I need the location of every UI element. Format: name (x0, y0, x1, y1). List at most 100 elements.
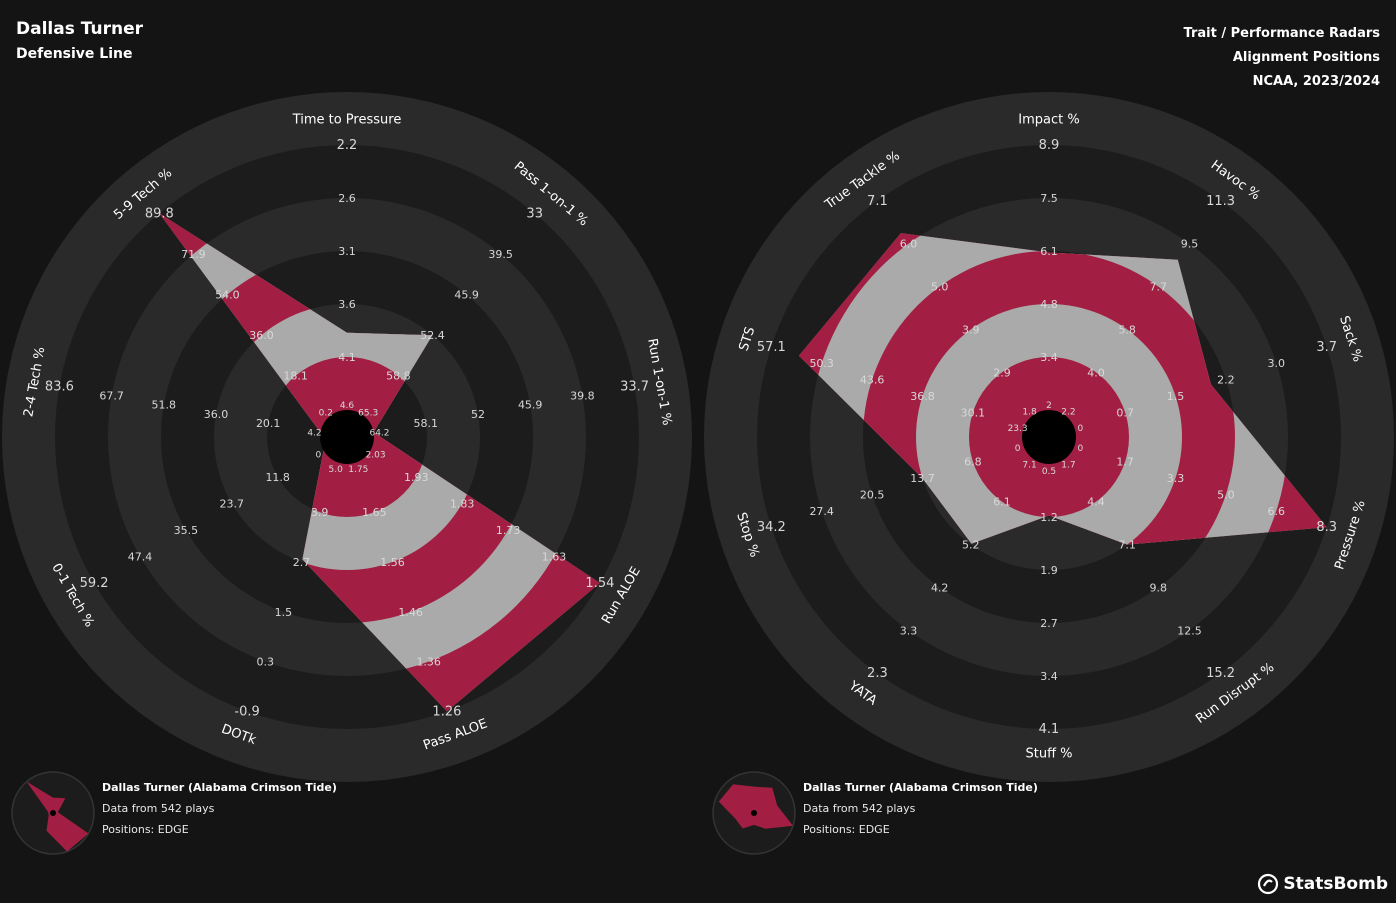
statsbomb-logo: StatsBomb (1257, 873, 1388, 895)
radar-tick-label: 3.1 (338, 245, 356, 258)
radar-tick-label: 2.2 (337, 138, 358, 153)
radar-tick-label: 1.7 (1061, 461, 1075, 471)
radar-tick-label: 3.3 (900, 624, 918, 637)
radar-tick-label: 5.2 (962, 539, 980, 552)
mini-center (50, 810, 56, 816)
report-subtitle: Alignment Positions (1232, 50, 1380, 65)
position-group: Defensive Line (16, 46, 133, 62)
radar-tick-label: 0.5 (1042, 467, 1056, 477)
radar-tick-label: 50.3 (809, 357, 834, 370)
radar-tick-label: 36.0 (249, 329, 274, 342)
statsbomb-icon (1258, 873, 1279, 895)
radar-tick-label: 1.93 (404, 471, 429, 484)
radar-tick-label: 7.5 (1040, 192, 1058, 205)
radar-tick-label: 3.9 (311, 506, 329, 519)
radar-tick-label: 6.1 (993, 496, 1011, 509)
radar-tick-label: 2.3 (867, 666, 888, 681)
report-title: Trait / Performance Radars (1183, 26, 1380, 41)
mini-value-shape (26, 781, 89, 852)
radar-tick-label: 4.8 (1040, 298, 1058, 311)
radar-tick-label: 30.1 (961, 406, 986, 419)
radar-tick-label: 5.0 (329, 465, 344, 475)
player-name: Dallas Turner (16, 19, 143, 39)
radar-tick-label: 23.7 (220, 498, 245, 511)
radar-tick-label: 11.3 (1206, 194, 1235, 209)
radar-axis-label: Stuff % (1025, 747, 1072, 762)
radar-center (320, 410, 374, 464)
legend-plays: Data from 542 plays (102, 802, 215, 815)
header-left: Dallas Turner Defensive Line (16, 18, 143, 64)
radar-tick-label: 1.9 (1040, 564, 1058, 577)
radar-tick-label: 9.8 (1150, 582, 1168, 595)
radar-tick-label: 1.36 (416, 656, 441, 669)
radar-tick-label: 3.4 (1040, 670, 1058, 683)
radar-tick-label: 15.2 (1206, 666, 1235, 681)
radar-axis-label: Time to Pressure (292, 113, 402, 128)
radar-tick-label: 3.7 (1316, 340, 1337, 355)
legend-alignment: Dallas Turner (Alabama Crimson Tide) Dat… (102, 777, 337, 840)
radar-tick-label: 9.5 (1181, 238, 1199, 251)
radar-tick-label: 4.4 (1087, 496, 1105, 509)
radar-tick-label: 0.3 (257, 656, 275, 669)
radar-tick-label: 36.8 (910, 390, 935, 403)
radar-tick-label: 1.63 (542, 551, 567, 564)
radar-tick-label: 1.7 (1116, 456, 1134, 469)
radar-tick-label: 89.8 (145, 206, 174, 221)
radar-tick-label: 0 (316, 451, 322, 461)
radar-tick-label: -0.9 (234, 704, 259, 719)
radar-axis-label: Impact % (1018, 113, 1079, 128)
radar-tick-label: 1.5 (1167, 390, 1185, 403)
radar-tick-label: 5.8 (1118, 323, 1136, 336)
header-right: Trait / Performance Radars Alignment Pos… (1184, 22, 1380, 94)
radar-tick-label: 3.3 (1167, 472, 1185, 485)
competition: NCAA, 2023/2024 (1252, 74, 1380, 89)
radar-tick-label: 3.6 (338, 298, 356, 311)
radar-tick-label: 20.1 (256, 417, 281, 430)
radar-tick-label: 4.2 (307, 428, 321, 438)
radar-tick-label: 1.83 (450, 498, 475, 511)
radar-tick-label: 3.0 (1268, 357, 1286, 370)
radar-tick-label: 58.1 (414, 417, 439, 430)
radar-tick-label: 2.7 (1040, 617, 1058, 630)
radar-tick-label: 1.46 (398, 606, 423, 619)
radar-tick-label: 2.7 (293, 556, 311, 569)
radar-tick-label: 39.8 (570, 390, 595, 403)
legend-plays: Data from 542 plays (803, 802, 916, 815)
radar-tick-label: 2.2 (1217, 374, 1235, 387)
radar-tick-label: 6.1 (1040, 245, 1058, 258)
legend-performance: Dallas Turner (Alabama Crimson Tide) Dat… (803, 777, 1038, 840)
radar-tick-label: 34.2 (757, 520, 786, 535)
legend-positions: Positions: EDGE (102, 823, 189, 836)
radar-tick-label: 4.1 (1039, 722, 1060, 737)
radar-tick-label: 33.7 (620, 379, 649, 394)
radar-tick-label: 3.9 (962, 323, 980, 336)
radar-tick-label: 36.0 (204, 408, 229, 421)
radar-tick-label: 1.65 (362, 506, 387, 519)
radar-tick-label: 1.56 (380, 556, 405, 569)
legend-positions: Positions: EDGE (803, 823, 890, 836)
legend-mini-radar-performance (712, 771, 796, 855)
radar-tick-label: 45.9 (454, 289, 479, 302)
radar-tick-label: 6.0 (900, 238, 918, 251)
radar-tick-label: 7.7 (1150, 281, 1168, 294)
performance-radar: 2 3.4 4.8 6.1 7.5 8.9 Impact % 2.2 4.0 5.8 7.7 9.5 1… (704, 92, 1394, 782)
radar-tick-label: 57.1 (757, 340, 786, 355)
legend-mini-radar-alignment (11, 771, 95, 855)
mini-value-shape (718, 784, 793, 829)
radar-tick-label: 0 (1078, 444, 1084, 454)
radar-tick-label: 0 (1078, 424, 1084, 434)
radar-tick-label: 20.5 (860, 489, 885, 502)
radar-tick-label: 1.54 (585, 576, 614, 591)
radar-tick-label: 52.4 (420, 329, 445, 342)
radar-tick-label: 8.3 (1316, 520, 1337, 535)
radar-tick-label: 7.1 (1022, 461, 1036, 471)
radar-tick-label: 5.0 (1217, 489, 1235, 502)
radar-tick-label: 2.2 (1061, 407, 1075, 417)
radar-tick-label: 4.0 (1087, 366, 1105, 379)
radar-axis-label: STS (737, 325, 759, 353)
radar-tick-label: 5.0 (931, 281, 949, 294)
legend-player-name: Dallas Turner (Alabama Crimson Tide) (803, 781, 1038, 794)
alignment-radar: 4.6 4.1 3.6 3.1 2.6 2.2 Time to Pressure 65.3 58… (2, 92, 692, 782)
radar-tick-label: 7.1 (867, 194, 888, 209)
